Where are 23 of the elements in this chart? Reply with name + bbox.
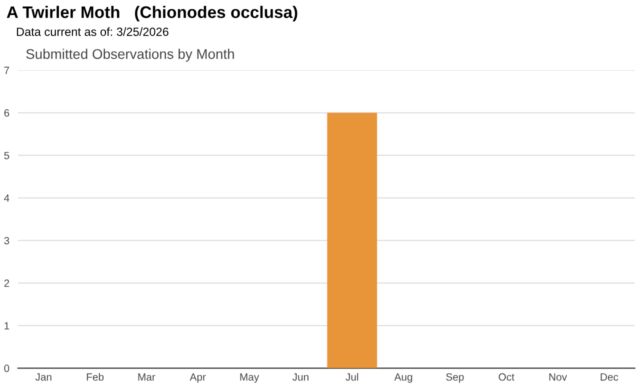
y-tick-label: 3 xyxy=(4,236,10,244)
y-tick-label: 6 xyxy=(4,109,10,117)
x-tick-label: Mar xyxy=(138,373,156,381)
x-tick-label: Jun xyxy=(292,373,308,381)
x-tick-label: Sep xyxy=(446,373,464,383)
x-tick-label: Apr xyxy=(190,373,206,383)
y-tick-label: 1 xyxy=(4,322,10,330)
y-tick-label: 5 xyxy=(4,152,10,160)
x-tick-label: Nov xyxy=(549,373,567,381)
x-tick-label: Feb xyxy=(86,373,104,381)
x-tick-label: May xyxy=(240,373,260,383)
y-tick-label: 2 xyxy=(4,280,10,287)
chart-subtitle: Data current as of: 3/25/2026 xyxy=(16,27,168,36)
x-tick-label: Oct xyxy=(498,373,514,381)
y-tick-label: 7 xyxy=(4,66,10,74)
chart-title: A Twirler Moth (Chionodes occlusa) xyxy=(6,6,298,22)
x-tick-label: Aug xyxy=(394,373,412,383)
text: Submitted Observations by Month xyxy=(26,48,234,62)
x-tick-label: Dec xyxy=(600,373,618,381)
x-tick-label: Jan xyxy=(35,373,52,381)
y-tick-label: 4 xyxy=(4,194,10,202)
y-tick-label: 0 xyxy=(4,364,10,372)
x-tick-label: Jul xyxy=(346,373,358,381)
